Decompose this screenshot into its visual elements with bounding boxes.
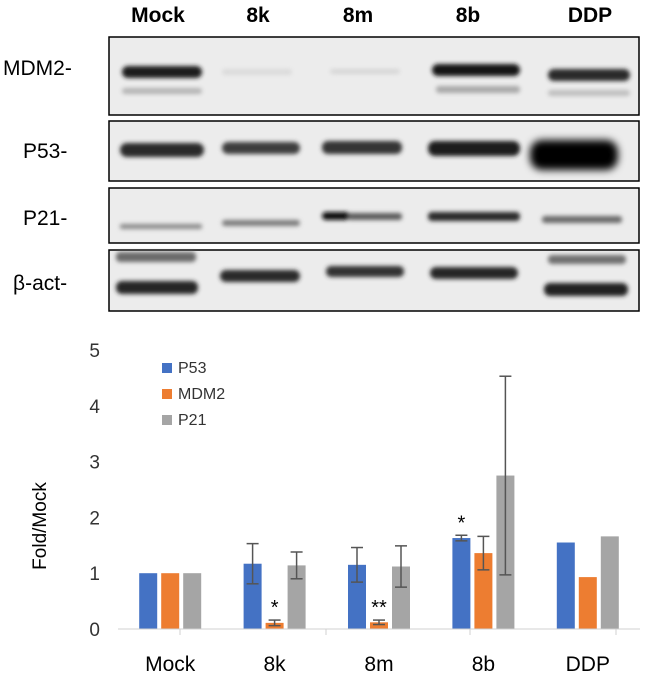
lane-label-8b: 8b xyxy=(456,4,481,27)
row-label-bact: β-act- xyxy=(13,272,67,295)
error-bar-p53-8b xyxy=(455,534,468,542)
x-tick-label-8m: 8m xyxy=(364,653,393,676)
y-tick-label: 0 xyxy=(89,620,100,641)
blot-panel-p21 xyxy=(108,187,640,244)
x-axis: Mock 8k 8m 8b DDP xyxy=(118,628,640,676)
legend-label-mdm2: MDM2 xyxy=(178,386,225,403)
bar-mdm2-8b xyxy=(474,553,493,629)
bar-p21-ddp xyxy=(600,536,619,629)
error-bar-mdm2-8m xyxy=(373,619,385,626)
blot-panel-p53 xyxy=(108,120,640,182)
bar-mdm2-ddp xyxy=(578,577,597,629)
legend-swatch-p53 xyxy=(162,363,172,373)
row-label-p53: P53- xyxy=(23,140,67,163)
y-tick-label: 5 xyxy=(89,341,100,362)
blot-panel-mdm2 xyxy=(108,36,640,116)
y-tick-label: 2 xyxy=(89,508,100,529)
error-bar-p21-8k xyxy=(290,551,303,580)
legend-label-p21: P21 xyxy=(178,412,207,429)
error-bar-p21-8b xyxy=(499,375,512,576)
x-tick-label-mock: Mock xyxy=(145,653,196,676)
error-bars xyxy=(246,375,512,627)
lane-label-8k: 8k xyxy=(246,4,270,27)
error-bar-p21-8m xyxy=(395,545,407,588)
blot-row-labels: MDM2- P53- P21- β-act- xyxy=(3,57,72,295)
bar-p21-mock xyxy=(183,573,202,629)
blot-lane-labels: Mock 8k 8m 8b DDP xyxy=(131,4,612,27)
bar-p21-8k xyxy=(287,565,306,629)
error-bar-p53-8k xyxy=(246,542,259,585)
lane-label-8m: 8m xyxy=(343,4,373,27)
bar-p21-8m xyxy=(392,566,410,629)
annotations: * *** xyxy=(271,512,466,619)
error-bar-mdm2-8k xyxy=(268,619,281,627)
legend: P53 MDM2 P21 xyxy=(162,360,225,429)
error-bar-p53-8m xyxy=(351,546,363,583)
bar-p53-8m xyxy=(348,564,366,629)
y-axis: 0 1 2 3 4 5 xyxy=(89,341,100,641)
lane-label-mock: Mock xyxy=(131,4,185,27)
bar-p53-8k xyxy=(243,563,262,629)
significance-marker: ** xyxy=(371,597,387,619)
row-label-mdm2: MDM2- xyxy=(3,57,72,80)
row-label-p21: P21- xyxy=(23,207,67,230)
legend-swatch-p21 xyxy=(162,415,172,425)
x-tick-label-8k: 8k xyxy=(264,653,287,676)
y-tick-label: 1 xyxy=(89,564,100,585)
bar-mdm2-8m xyxy=(370,622,388,629)
significance-marker: * xyxy=(271,597,279,619)
y-tick-label: 3 xyxy=(89,453,100,474)
x-tick-label-8b: 8b xyxy=(472,653,495,676)
bar-p53-ddp xyxy=(556,542,575,629)
bar-mdm2-mock xyxy=(161,573,180,629)
y-axis-title: Fold/Mock xyxy=(30,482,51,570)
x-tick-label-ddp: DDP xyxy=(566,653,610,676)
significance-marker: * xyxy=(458,512,466,534)
legend-label-p53: P53 xyxy=(178,360,207,377)
y-tick-label: 4 xyxy=(89,397,100,418)
bar-p53-8b xyxy=(452,538,471,629)
legend-swatch-mdm2 xyxy=(162,389,172,399)
bar-p53-mock xyxy=(139,573,158,629)
error-bar-mdm2-8b xyxy=(477,535,490,571)
lane-label-ddp: DDP xyxy=(568,4,612,27)
blot-panel-bact xyxy=(108,249,640,312)
